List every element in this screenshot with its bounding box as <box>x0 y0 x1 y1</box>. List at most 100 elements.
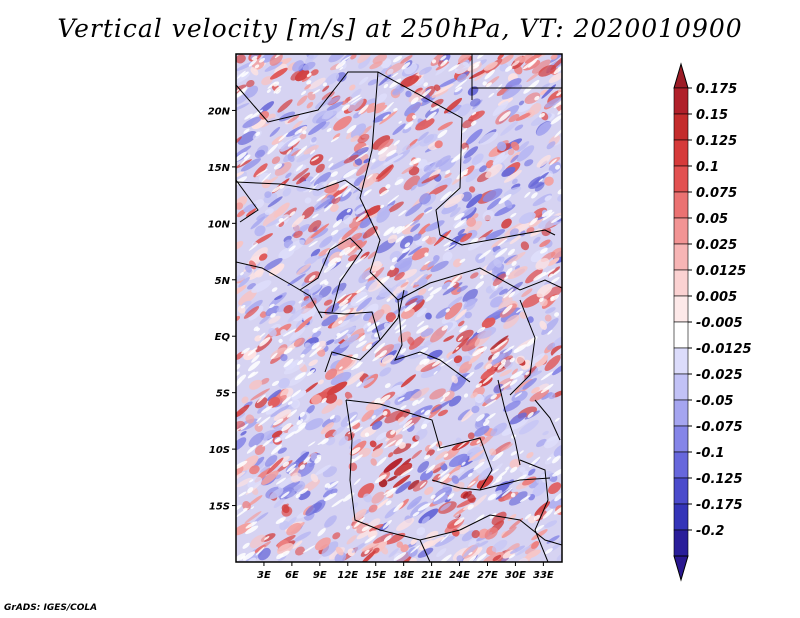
field-patch <box>398 412 416 426</box>
colorbar-swatch <box>673 503 689 531</box>
field-streak <box>440 191 452 202</box>
field-streak <box>330 136 340 143</box>
field-streak <box>383 487 396 496</box>
field-patch <box>386 68 394 75</box>
field-patch <box>236 136 242 146</box>
field-streak <box>309 149 316 155</box>
field-patch <box>305 502 323 516</box>
field-patch <box>271 156 281 165</box>
field-patch <box>460 232 473 243</box>
field-patch <box>357 54 373 64</box>
field-streak <box>390 429 396 435</box>
field-patch <box>291 472 302 483</box>
field-patch <box>357 133 370 144</box>
field-streak <box>346 124 357 134</box>
field-streak <box>494 284 499 289</box>
field-patch <box>339 191 352 202</box>
field-streak <box>365 343 373 350</box>
field-streak <box>550 296 555 300</box>
field-patch <box>303 145 319 155</box>
x-axis: 3E 6E 9E 12E 15E 18E 21E 24E 27E 30E 33E <box>257 562 554 581</box>
field-streak <box>443 239 455 247</box>
field-streak <box>311 156 320 162</box>
field-streak <box>350 96 363 105</box>
field-streak <box>337 294 347 302</box>
field-streak <box>446 282 457 289</box>
field-patch <box>419 193 431 205</box>
colorbar-label: 0.15 <box>696 108 728 123</box>
field-streak <box>296 419 304 425</box>
field-patch <box>278 486 293 499</box>
field-patch <box>332 425 346 436</box>
field-patch <box>260 54 282 63</box>
field-patch <box>246 79 255 88</box>
field-patch <box>254 512 269 523</box>
field-streak <box>476 439 481 444</box>
field-patch <box>492 554 502 562</box>
field-patch <box>544 195 552 201</box>
field-patch <box>444 302 463 320</box>
field-patch <box>424 486 434 495</box>
field-streak <box>433 492 446 502</box>
field-streak <box>278 338 283 343</box>
field-patch <box>543 286 562 300</box>
field-patch <box>271 430 283 438</box>
y-tick-label: 5S <box>216 389 230 400</box>
field-patch <box>372 54 388 64</box>
field-streak <box>316 195 326 202</box>
field-streak <box>383 440 397 449</box>
field-patch <box>337 238 352 250</box>
field-streak <box>245 525 259 535</box>
x-tick-label: 27E <box>477 570 498 581</box>
field-patch <box>412 233 422 241</box>
field-patch <box>334 552 347 562</box>
field-patch <box>470 272 479 279</box>
field-patch <box>447 296 463 308</box>
field-streak <box>392 55 403 63</box>
field-patch <box>321 121 330 130</box>
field-streak <box>459 325 468 333</box>
field-streak <box>503 345 515 354</box>
field-patch <box>402 144 411 151</box>
field-patch <box>462 490 472 499</box>
field-streak <box>401 247 410 254</box>
field-patch <box>448 353 457 361</box>
field-patch <box>457 103 471 117</box>
field-patch <box>509 412 527 425</box>
field-patch <box>524 159 534 167</box>
field-streak <box>386 298 391 302</box>
field-patch <box>375 104 388 114</box>
field-patch <box>411 247 430 261</box>
field-patch <box>299 133 307 140</box>
field-streak <box>325 242 337 254</box>
field-streak <box>443 453 449 458</box>
field-streak <box>425 294 434 302</box>
field-streak <box>417 320 425 327</box>
field-streak <box>550 114 562 125</box>
field-patch <box>263 258 283 271</box>
field-patch <box>326 101 344 111</box>
field-streak <box>551 214 562 224</box>
border-mali-burkina <box>236 179 259 223</box>
field-streak <box>311 342 320 350</box>
field-patch <box>363 493 373 503</box>
field-patch <box>370 458 377 466</box>
field-streak <box>323 262 337 273</box>
field-patch <box>527 468 536 476</box>
field-streak <box>398 120 402 124</box>
field-streak <box>484 69 495 80</box>
field-streak <box>338 299 349 307</box>
field-streak <box>442 391 450 398</box>
field-streak <box>449 274 461 286</box>
field-patch <box>449 207 461 218</box>
field-patch <box>444 172 452 178</box>
field-streak <box>497 238 508 247</box>
field-patch <box>432 467 442 474</box>
field-patch <box>350 54 357 60</box>
field-patch <box>395 481 412 494</box>
field-patch <box>417 131 429 142</box>
field-streak <box>510 212 517 218</box>
field-streak <box>283 328 297 337</box>
field-patch <box>362 226 378 239</box>
field-patch <box>546 141 556 150</box>
